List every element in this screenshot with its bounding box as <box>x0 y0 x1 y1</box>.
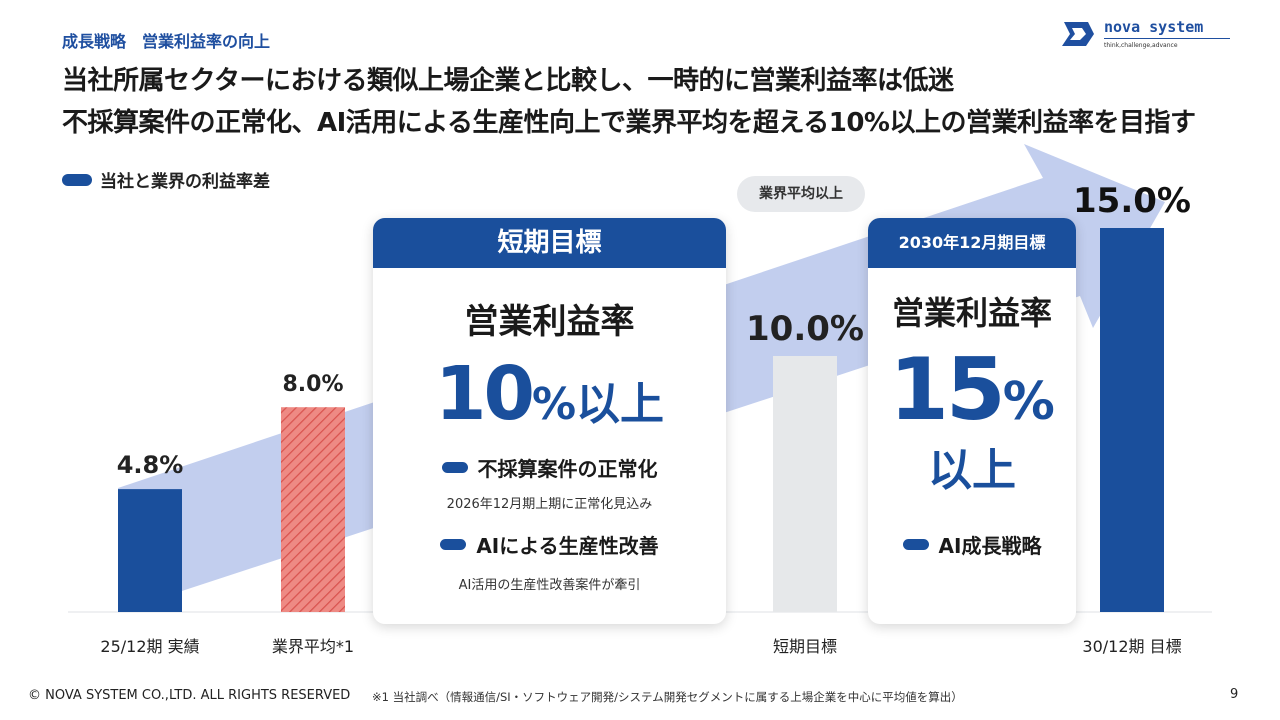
goal-2030-card-title: 営業利益率 <box>891 294 1052 332</box>
bar-value-label-4: 15.0% <box>1073 181 1191 221</box>
bar-value-label-3: 10.0% <box>746 309 864 349</box>
logo-tagline: think,challenge,advance <box>1104 42 1178 49</box>
goal-2030-target-percent: % <box>1002 372 1055 432</box>
bullet-pill-icon <box>440 539 467 550</box>
short-term-item-1-label: 不採算案件の正常化 <box>477 457 658 481</box>
bar-4 <box>1100 228 1164 612</box>
company-logo: nova system think,challenge,advance <box>1058 18 1230 52</box>
goal-2030-item-1: AI成長戦略 <box>868 530 1076 559</box>
short-term-target-number: 10 <box>434 351 535 437</box>
category-label-1: 25/12期 実績 <box>100 637 199 656</box>
goal-2030-item-1-label: AI成長戦略 <box>938 534 1042 558</box>
logo-name: nova system <box>1104 18 1204 36</box>
bar-2 <box>281 407 345 612</box>
short-term-card-header: 短期目標 <box>373 218 726 268</box>
bar-value-label-2: 8.0% <box>282 372 343 397</box>
breadcrumb: 成長戦略 営業利益率の向上 <box>62 32 271 51</box>
short-term-item-2: AIによる生産性改善 <box>373 530 726 559</box>
bar-3 <box>773 356 837 612</box>
goal-2030-target-number: 15 <box>889 340 1006 440</box>
legend-label: 当社と業界の利益率差 <box>100 172 270 192</box>
headline-line2: 不採算案件の正常化、AI活用による生産性向上で業界平均を超える10%以上の営業利… <box>62 108 1196 138</box>
bullet-pill-icon <box>441 462 468 473</box>
short-term-item-1-sub: 2026年12月期上期に正常化見込み <box>446 497 653 512</box>
bar-1 <box>118 489 182 612</box>
category-label-2: 業界平均*1 <box>272 637 354 656</box>
legend-pill-icon <box>62 173 92 186</box>
short-term-target-suffix: %以上 <box>531 379 665 430</box>
legend: 当社と業界の利益率差 <box>62 167 270 192</box>
footnote: ※1 当社調べ（情報通信/SI・ソフトウェア開発/システム開発セグメントに属する… <box>372 690 963 704</box>
page-number: 9 <box>1230 687 1239 702</box>
short-term-goal-card: 短期目標 営業利益率 10%以上 不採算案件の正常化 2026年12月期上期に正… <box>373 218 726 624</box>
category-label-4: 30/12期 目標 <box>1082 637 1181 656</box>
goal-2030-target-suffix: 以上 <box>928 445 1016 496</box>
logo-mark-icon <box>1062 22 1094 46</box>
category-label-3: 短期目標 <box>773 637 837 656</box>
goal-2030-card: 2030年12月期目標 営業利益率 15% 以上 AI成長戦略 <box>868 218 1076 624</box>
bar-value-label-1: 4.8% <box>117 451 184 479</box>
short-term-item-2-label: AIによる生産性改善 <box>476 534 659 558</box>
goal-2030-card-header: 2030年12月期目標 <box>868 218 1076 268</box>
headline-line1: 当社所属セクターにおける類似上場企業と比較し、一時的に営業利益率は低迷 <box>62 66 954 96</box>
short-term-item-1: 不採算案件の正常化 <box>373 453 726 482</box>
badge-industry-avg-above: 業界平均以上 <box>737 176 865 212</box>
short-term-item-2-sub: AI活用の生産性改善案件が牽引 <box>458 578 641 593</box>
goal-2030-card-target: 15% <box>868 344 1076 448</box>
short-term-card-title: 営業利益率 <box>464 302 635 342</box>
bullet-pill-icon <box>902 539 929 550</box>
short-term-card-target: 10%以上 <box>373 354 726 445</box>
copyright: © NOVA SYSTEM CO.,LTD. ALL RIGHTS RESERV… <box>28 688 351 703</box>
